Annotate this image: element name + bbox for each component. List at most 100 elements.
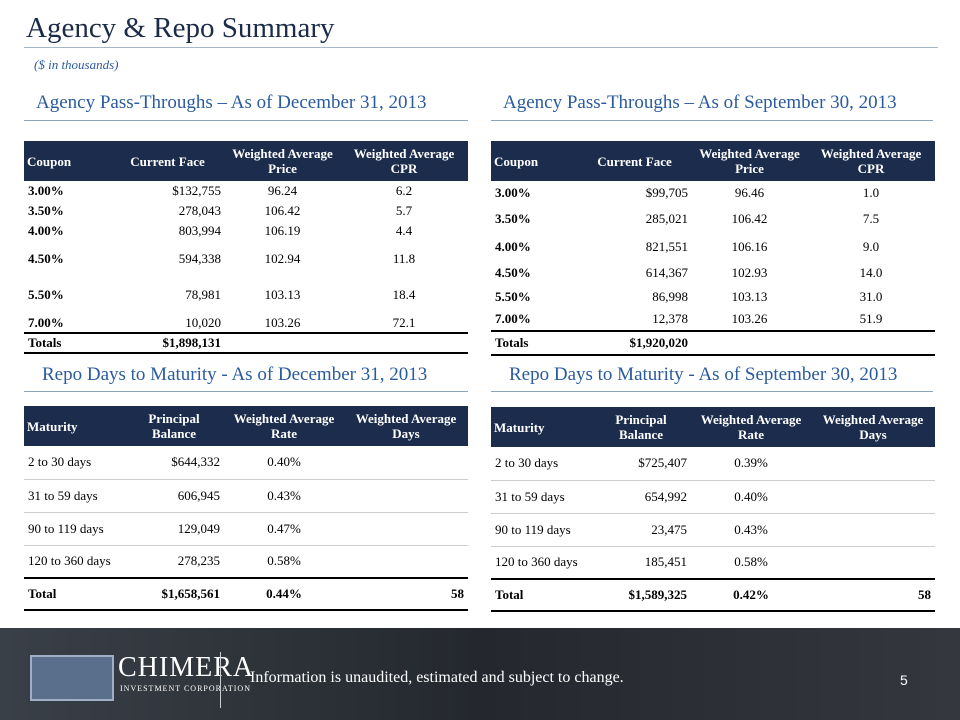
cell: 14.0 bbox=[859, 265, 883, 280]
cell bbox=[225, 332, 340, 354]
section-rule bbox=[24, 391, 468, 392]
cell: $644,332 bbox=[124, 446, 224, 480]
cell: 12,378 bbox=[652, 311, 688, 326]
cell: 120 to 360 days bbox=[495, 554, 578, 570]
cell: 1.0 bbox=[862, 185, 880, 200]
cell: 106.42 bbox=[731, 211, 768, 226]
cell: 4.4 bbox=[395, 223, 413, 238]
cell: 0.58% bbox=[267, 553, 301, 569]
cell bbox=[811, 480, 935, 514]
cell: 0.58% bbox=[734, 554, 768, 570]
cell: 654,992 bbox=[591, 480, 691, 514]
cell: 72.1 bbox=[392, 314, 416, 330]
row: 2 to 30 days $725,407 0.39% bbox=[491, 447, 935, 481]
cell: 278,235 bbox=[177, 553, 220, 569]
column-header: Weighted Average Days bbox=[344, 406, 468, 446]
row: 3.00% $132,755 96.24 6.2 bbox=[24, 181, 468, 201]
cell: $725,407 bbox=[591, 447, 691, 481]
cell: 0.43% bbox=[224, 479, 344, 513]
cell: 3.00% bbox=[28, 183, 64, 198]
cell: 4.50% bbox=[28, 251, 64, 266]
cell: 7.00% bbox=[28, 314, 64, 330]
cell: 18.4 bbox=[392, 287, 416, 302]
cell bbox=[344, 545, 468, 578]
cell: 103.26 bbox=[264, 314, 301, 330]
totals-row: Total $1,658,561 0.44% 58 bbox=[24, 577, 468, 611]
column-header: Current Face bbox=[110, 141, 225, 181]
cell: 7.00% bbox=[495, 311, 531, 326]
cell: 3.50% bbox=[28, 203, 64, 218]
row: 5.50% 86,998 103.13 31.0 bbox=[491, 285, 935, 308]
column-header: Weighted Average Rate bbox=[224, 406, 344, 446]
cell: 10,020 bbox=[185, 314, 221, 330]
totals-row: Totals $1,920,020 bbox=[491, 330, 935, 356]
cell: 31 to 59 days bbox=[24, 479, 124, 513]
rule bbox=[24, 47, 938, 48]
row: 3.00% $99,705 96.46 1.0 bbox=[491, 181, 935, 205]
cell: 0.42% bbox=[691, 578, 811, 612]
cell: 23,475 bbox=[591, 513, 691, 547]
repo-table: Maturity Principal Balance Weighted Averag… bbox=[491, 407, 935, 612]
cell: 90 to 119 days bbox=[24, 512, 124, 546]
cell: 0.40% bbox=[224, 446, 344, 480]
divider bbox=[220, 652, 221, 708]
cell bbox=[807, 330, 935, 356]
section-title: Agency Pass-Throughs – As of December 31… bbox=[36, 92, 427, 113]
column-header: Current Face bbox=[577, 141, 692, 181]
column-header: Weighted Average CPR bbox=[340, 141, 468, 181]
agency-table: Coupon Current Face Weighted Average Price… bbox=[491, 141, 935, 356]
column-header: Coupon bbox=[24, 141, 110, 181]
row: 4.00% 803,994 106.19 4.4 bbox=[24, 221, 468, 241]
cell: 103.13 bbox=[264, 287, 301, 302]
cell: 4.00% bbox=[28, 223, 64, 238]
cell: 0.40% bbox=[691, 480, 811, 514]
cell: Total bbox=[24, 577, 124, 611]
row: 3.50% 285,021 106.42 7.5 bbox=[491, 205, 935, 233]
section-title: Agency Pass-Throughs – As of September 3… bbox=[503, 92, 897, 113]
cell: 9.0 bbox=[862, 239, 880, 254]
row: 3.50% 278,043 106.42 5.7 bbox=[24, 201, 468, 221]
cell: 614,367 bbox=[645, 265, 688, 280]
page-number: 5 bbox=[900, 672, 908, 688]
cell: 11.8 bbox=[392, 251, 416, 266]
cell bbox=[811, 513, 935, 547]
cell: 58 bbox=[344, 577, 468, 611]
cell: $1,589,325 bbox=[591, 578, 691, 612]
cell: 31.0 bbox=[859, 288, 883, 304]
cell bbox=[344, 446, 468, 480]
row: 7.00% 12,378 103.26 51.9 bbox=[491, 308, 935, 331]
header-row: Maturity Principal Balance Weighted Averag… bbox=[24, 406, 468, 446]
cell: 594,338 bbox=[178, 251, 221, 266]
cell: 278,043 bbox=[178, 203, 221, 218]
column-header: Maturity bbox=[491, 407, 591, 447]
cell: 2 to 30 days bbox=[491, 447, 591, 481]
cell: $1,658,561 bbox=[124, 577, 224, 611]
header-row: Maturity Principal Balance Weighted Averag… bbox=[491, 407, 935, 447]
cell: 86,998 bbox=[652, 288, 688, 304]
cell: 0.47% bbox=[224, 512, 344, 546]
cell: 4.50% bbox=[495, 265, 531, 280]
row: 31 to 59 days 654,992 0.40% bbox=[491, 480, 935, 514]
cell: 5.7 bbox=[395, 203, 413, 218]
row: 90 to 119 days 23,475 0.43% bbox=[491, 513, 935, 547]
cell: 6.2 bbox=[395, 183, 413, 198]
header-row: Coupon Current Face Weighted Average Price… bbox=[491, 141, 935, 181]
cell: 106.19 bbox=[264, 223, 301, 238]
repo-table: Maturity Principal Balance Weighted Averag… bbox=[24, 406, 468, 611]
logo-sub: INVESTMENT CORPORATION bbox=[120, 684, 251, 693]
cell: $132,755 bbox=[172, 183, 221, 198]
cell: 7.5 bbox=[862, 211, 880, 226]
cell: 606,945 bbox=[124, 479, 224, 513]
cell: 5.50% bbox=[495, 288, 531, 304]
cell: 0.43% bbox=[691, 513, 811, 547]
row: 2 to 30 days $644,332 0.40% bbox=[24, 446, 468, 480]
totals-row: Total $1,589,325 0.42% 58 bbox=[491, 578, 935, 612]
column-header: Principal Balance bbox=[591, 407, 691, 447]
row: 31 to 59 days 606,945 0.43% bbox=[24, 479, 468, 513]
cell: $1,898,131 bbox=[110, 332, 225, 354]
cell: 5.50% bbox=[28, 287, 64, 302]
cell bbox=[692, 330, 807, 356]
column-header: Weighted Average Price bbox=[692, 141, 807, 181]
logo-icon bbox=[30, 655, 114, 701]
cell: 103.13 bbox=[731, 288, 768, 304]
